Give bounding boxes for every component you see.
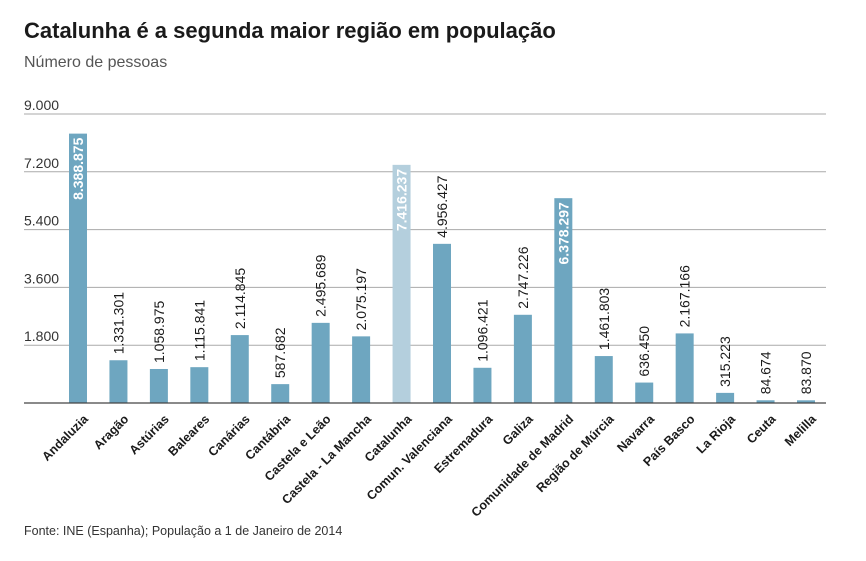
value-label: 7.416.237 bbox=[394, 169, 410, 231]
value-label: 587.682 bbox=[272, 327, 288, 378]
bar-3 bbox=[190, 367, 209, 403]
y-tick-label: 1.800 bbox=[24, 328, 59, 344]
bar-4 bbox=[230, 335, 249, 403]
bar-7 bbox=[352, 336, 371, 403]
category-label: Baleares bbox=[166, 412, 213, 459]
bar-6 bbox=[311, 322, 330, 403]
value-label: 6.378.297 bbox=[555, 202, 571, 264]
bar-18 bbox=[797, 400, 815, 403]
source-note: Fonte: INE (Espanha); População a 1 de J… bbox=[24, 524, 343, 538]
value-label: 84.674 bbox=[758, 351, 774, 394]
value-label: 2.495.689 bbox=[313, 254, 329, 316]
value-label: 315.223 bbox=[717, 336, 733, 387]
bar-15 bbox=[675, 333, 694, 403]
bar-17 bbox=[756, 400, 775, 403]
category-label: Andaluzia bbox=[39, 411, 91, 463]
bar-9 bbox=[433, 243, 451, 403]
value-label: 2.167.166 bbox=[677, 265, 693, 327]
bar-1 bbox=[109, 360, 128, 403]
bar-5 bbox=[271, 384, 290, 403]
bar-11 bbox=[513, 314, 532, 403]
y-tick-label: 9.000 bbox=[24, 97, 59, 113]
value-label: 1.331.301 bbox=[110, 292, 126, 354]
bar-10 bbox=[473, 367, 492, 403]
chart-title: Catalunha é a segunda maior região em po… bbox=[24, 18, 556, 43]
value-label: 2.114.845 bbox=[232, 268, 248, 329]
category-label: Galiza bbox=[500, 411, 537, 448]
y-tick-label: 3.600 bbox=[24, 270, 59, 286]
chart-subtitle: Número de pessoas bbox=[24, 54, 168, 71]
value-label: 4.956.427 bbox=[434, 175, 450, 237]
value-label: 2.747.226 bbox=[515, 246, 531, 308]
bar-13 bbox=[594, 356, 613, 403]
value-label: 1.115.841 bbox=[191, 300, 207, 361]
value-label: 8.388.875 bbox=[70, 137, 86, 199]
category-label: Aragão bbox=[91, 412, 132, 453]
bar-8 bbox=[392, 164, 411, 403]
category-label: Melilla bbox=[782, 411, 820, 449]
value-label: 1.461.803 bbox=[596, 288, 612, 350]
bar-0 bbox=[69, 133, 87, 403]
value-label: 1.058.975 bbox=[151, 300, 167, 362]
y-tick-label: 7.200 bbox=[24, 155, 59, 171]
y-tick-label: 5.400 bbox=[24, 213, 59, 229]
category-label: Astúrias bbox=[127, 412, 172, 457]
bar-12 bbox=[554, 198, 573, 403]
value-label: 1.096.421 bbox=[474, 299, 490, 361]
category-label: Ceuta bbox=[744, 411, 779, 446]
value-label: 636.450 bbox=[636, 326, 652, 377]
bar-16 bbox=[716, 392, 735, 403]
value-label: 2.075.197 bbox=[353, 268, 369, 330]
value-label: 83.870 bbox=[798, 351, 814, 394]
bar-14 bbox=[635, 382, 654, 403]
category-label: Região de Múrcia bbox=[534, 411, 618, 495]
bar-2 bbox=[149, 368, 168, 403]
category-label: La Rioja bbox=[694, 411, 739, 456]
